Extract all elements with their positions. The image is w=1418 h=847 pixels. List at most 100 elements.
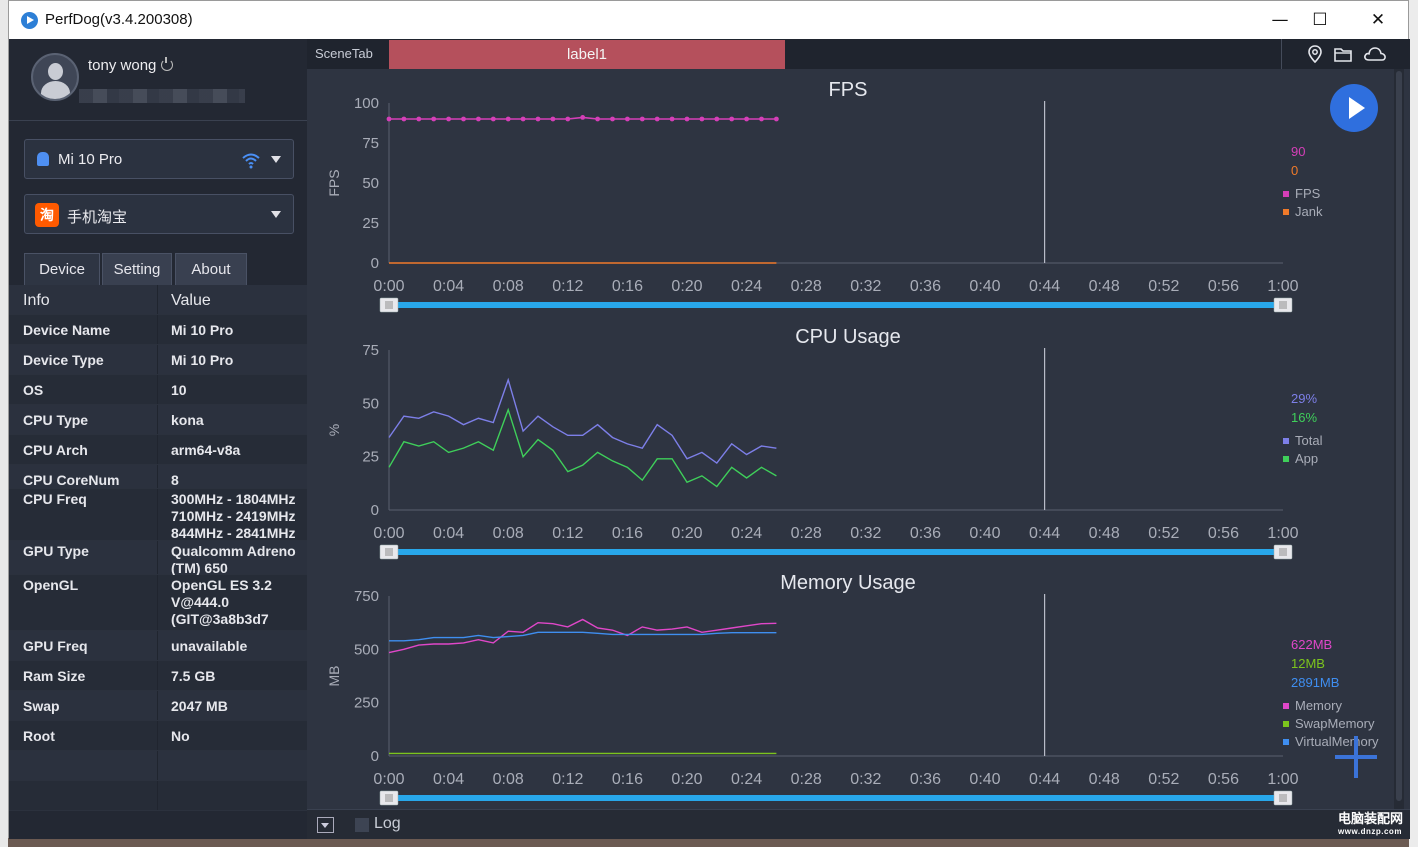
x-tick-label: 0:48 (1089, 525, 1120, 542)
x-tick-label: 0:24 (731, 278, 762, 295)
table-row-empty (9, 751, 307, 781)
x-tick-label: 0:52 (1148, 278, 1179, 295)
legend-item: Jank (1295, 204, 1323, 219)
range-slider-handle[interactable] (1273, 790, 1293, 806)
expand-panel-button[interactable] (317, 817, 334, 833)
table-row: OS 10 (9, 375, 307, 405)
x-tick-label: 0:52 (1148, 525, 1179, 542)
header-value: Value (171, 292, 211, 309)
legend-item: Memory (1295, 698, 1342, 713)
x-tick-label: 0:36 (910, 525, 941, 542)
header-info: Info (23, 292, 50, 309)
legend-swatch (1283, 456, 1289, 462)
row-key: GPU Type (23, 543, 89, 559)
current-value: 622MB (1291, 637, 1332, 652)
minimize-button[interactable]: — (1271, 10, 1289, 30)
row-value: OpenGL ES 3.2 V@444.0 (GIT@3a8b3d7 (171, 577, 272, 627)
x-tick-label: 0:08 (493, 278, 524, 295)
data-point (774, 116, 779, 122)
avatar[interactable] (31, 53, 79, 101)
x-tick-label: 0:44 (1029, 525, 1060, 542)
table-row: CPU Arch arm64-v8a (9, 435, 307, 465)
range-slider-handle[interactable] (1273, 297, 1293, 313)
avatar-head (48, 63, 63, 80)
data-point (759, 116, 764, 122)
x-tick-label: 0:20 (671, 525, 702, 542)
range-slider-track (389, 795, 1283, 801)
legend-item: App (1295, 451, 1318, 466)
vertical-scrollbar[interactable] (1394, 69, 1404, 809)
scrollbar-thumb[interactable] (1396, 71, 1402, 801)
add-chart-plus-icon[interactable] (1335, 736, 1377, 778)
desktop-background-right (1409, 0, 1418, 847)
series-line-total (388, 377, 777, 465)
log-checkbox[interactable] (355, 818, 369, 832)
watermark: 电脑装配网 www.dnzp.com (1338, 808, 1403, 836)
data-point (729, 116, 735, 122)
username-text: tony wong (88, 57, 157, 74)
data-point (714, 116, 720, 122)
scene-label-tab[interactable]: label1 (389, 40, 785, 69)
series-line-virtualmemory (389, 631, 777, 642)
range-slider-handle[interactable] (1273, 544, 1293, 560)
chart-0: FPS 0 25 50 75 100 FPS 0:00 0:04 0:08 0:12 0:16 0:20… (326, 79, 1323, 313)
x-tick-label: 0:40 (969, 771, 1000, 788)
app-select[interactable]: 淘 手机淘宝 (24, 194, 294, 234)
table-row: GPU Freq unavailable (9, 631, 307, 661)
chart-title: CPU Usage (795, 326, 901, 348)
chevron-down-icon (271, 156, 281, 163)
legend-swatch (1283, 703, 1289, 709)
y-axis-label: FPS (326, 169, 342, 196)
x-tick-label: 0:24 (731, 771, 762, 788)
row-value: 2047 MB (171, 698, 228, 714)
location-pin-icon[interactable] (1306, 45, 1324, 63)
table-row: Ram Size 7.5 GB (9, 661, 307, 691)
data-point (461, 116, 466, 122)
main-panel: SceneTab label1 FPS 0 25 50 75 100 FPS 0:00 0:04… (307, 39, 1410, 839)
y-tick-label: 25 (362, 449, 379, 466)
x-tick-label: 0:32 (850, 278, 881, 295)
window-title: PerfDog(v3.4.200308) (45, 11, 193, 28)
y-tick-label: 0 (371, 502, 379, 519)
data-point (610, 116, 615, 122)
maximize-button[interactable]: ☐ (1312, 10, 1328, 30)
chart-2: Memory Usage 0 250 500 750 MB 0:00 0:04 0:08 0:12… (326, 572, 1379, 806)
close-button[interactable]: ✕ (1370, 10, 1386, 30)
x-tick-label: 0:56 (1208, 771, 1239, 788)
device-select[interactable]: Mi 10 Pro (24, 139, 294, 179)
data-point (565, 116, 571, 122)
tab-setting[interactable]: Setting (102, 253, 172, 285)
folder-icon[interactable] (1334, 45, 1352, 63)
y-tick-label: 50 (362, 175, 379, 192)
x-tick-label: 0:00 (373, 278, 404, 295)
sidebar: tony wong Mi 10 Pro 淘 手机淘宝 Device Settin… (9, 39, 307, 839)
x-tick-label: 0:40 (969, 278, 1000, 295)
current-value: 16% (1291, 410, 1317, 425)
data-point (386, 116, 392, 122)
wifi-icon (242, 153, 260, 169)
legend-item: SwapMemory (1295, 716, 1375, 731)
device-select-label: Mi 10 Pro (58, 151, 123, 168)
range-slider-handle[interactable] (379, 790, 399, 806)
app-logo-icon (21, 12, 38, 29)
current-value: 12MB (1291, 656, 1325, 671)
row-value: 8 (171, 472, 179, 488)
range-slider-handle[interactable] (379, 297, 399, 313)
row-key: Root (23, 728, 55, 744)
tab-device[interactable]: Device (24, 253, 100, 285)
row-value: 10 (171, 382, 187, 398)
legend-item: VirtualMemory (1295, 734, 1379, 749)
legend-swatch (1283, 438, 1289, 444)
x-tick-label: 0:00 (373, 771, 404, 788)
row-value: Mi 10 Pro (171, 352, 234, 368)
x-tick-label: 0:20 (671, 771, 702, 788)
cloud-icon[interactable] (1363, 45, 1387, 63)
avatar-body (41, 81, 70, 99)
power-icon[interactable] (161, 57, 174, 71)
tab-about[interactable]: About (175, 253, 247, 285)
play-button[interactable] (1330, 84, 1378, 132)
y-tick-label: 500 (354, 641, 379, 658)
x-tick-label: 0:04 (433, 771, 464, 788)
range-slider-handle[interactable] (379, 544, 399, 560)
data-point (654, 116, 660, 122)
